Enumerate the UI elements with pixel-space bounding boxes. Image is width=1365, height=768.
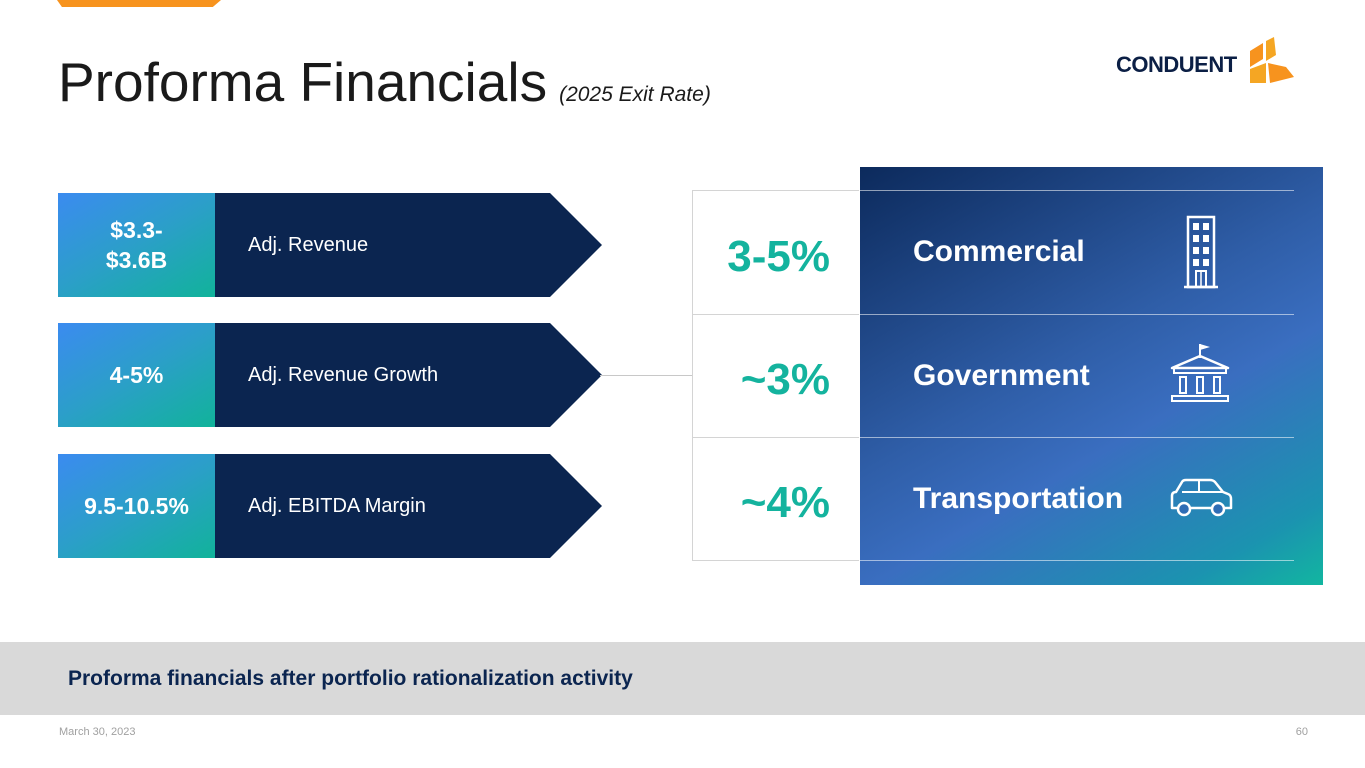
segment-growth-commercial: 3-5% [727,232,830,281]
segment-label-commercial: Commercial [913,235,1085,268]
slide-date: March 30, 2023 [59,726,136,738]
metric-arrow [215,193,602,297]
metric-value-line2: $3.6B [105,247,168,273]
segment-divider [692,314,859,315]
metric-row-revenue-growth: 4-5% Adj. Revenue Growth [58,323,602,427]
footer-note: Proforma financials after portfolio rati… [68,666,633,690]
metric-row-revenue: $3.3- $3.6B Adj. Revenue [58,193,602,297]
segment-panel [860,167,1323,585]
segment-growth-box [692,190,859,561]
logo-mark-icon [1250,37,1294,83]
metric-label: Adj. EBITDA Margin [248,494,426,517]
metric-arrow [215,323,602,427]
metric-label: Adj. Revenue Growth [248,363,439,386]
car-icon [1170,478,1233,517]
page-title: Proforma Financials (2025 Exit Rate) [58,50,711,114]
government-building-icon [1170,344,1230,402]
metric-value: 4-5% [58,323,215,427]
segment-label-government: Government [913,359,1090,392]
segment-growth-transportation: ~4% [740,478,830,527]
top-accent-bar [57,0,221,7]
metric-value: 9.5-10.5% [58,454,215,558]
segment-panel-line [860,190,1294,191]
metric-row-ebitda-margin: 9.5-10.5% Adj. EBITDA Margin [58,454,602,558]
segment-panel-line [860,314,1294,315]
segment-divider [692,437,859,438]
metric-value-line1: $3.3- [110,217,163,243]
company-logo: CONDUENT [1116,37,1296,87]
title-main: Proforma Financials [58,51,548,113]
segment-growth-government: ~3% [740,355,830,404]
metric-arrow [215,454,602,558]
metric-label: Adj. Revenue [248,233,369,256]
logo-wordmark: CONDUENT [1116,52,1237,77]
metric-value: $3.3- $3.6B [58,193,215,297]
page-number: 60 [1295,726,1308,738]
building-icon [1184,215,1218,289]
connector-line [600,375,693,376]
title-subtitle: (2025 Exit Rate) [559,83,711,106]
footer-band [0,642,1365,715]
segment-label-transportation: Transportation [913,482,1124,515]
segment-panel-line [860,560,1294,561]
segment-panel-line [860,437,1294,438]
